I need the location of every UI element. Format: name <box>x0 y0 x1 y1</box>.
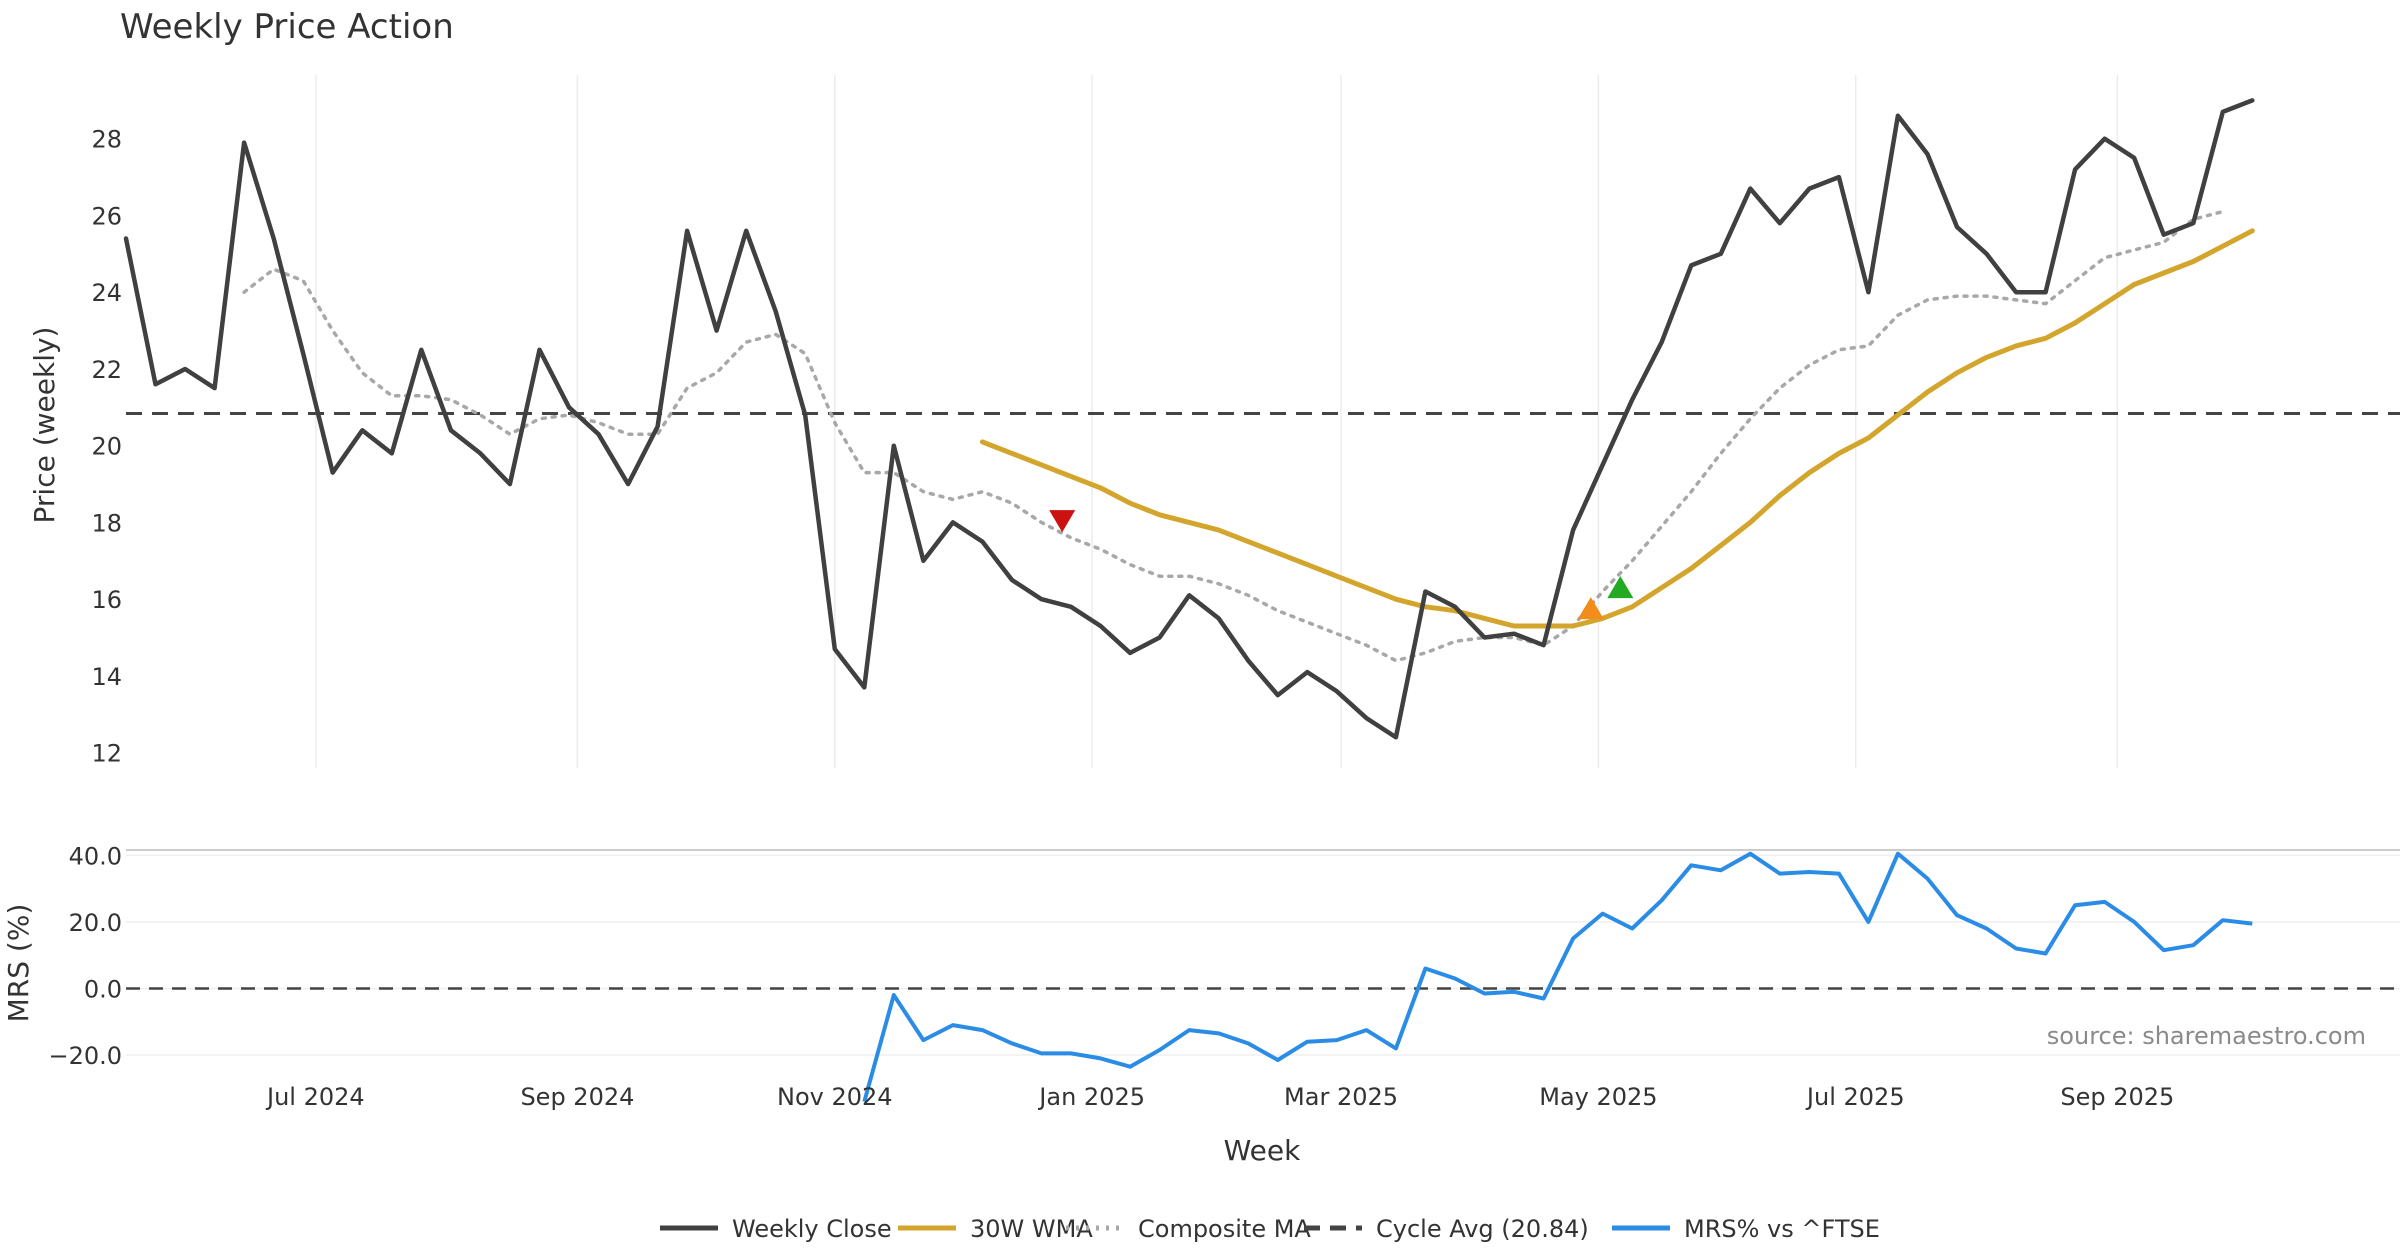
legend-label: Cycle Avg (20.84) <box>1376 1215 1589 1243</box>
x-tick-label: Sep 2024 <box>520 1083 634 1111</box>
price-axis-label: Price (weekly) <box>28 327 61 524</box>
30w-wma-series <box>979 228 2255 629</box>
x-tick-label: Jan 2025 <box>1037 1083 1145 1111</box>
source-note: source: sharemaestro.com <box>2047 1022 2366 1050</box>
mrs-series <box>862 851 2253 1103</box>
mrs-tick-label: 0.0 <box>84 975 122 1003</box>
price-tick-label: 12 <box>91 740 122 768</box>
price-tick-label: 24 <box>91 279 122 307</box>
mrs-tick-label: 20.0 <box>69 909 122 937</box>
price-tick-label: 22 <box>91 356 122 384</box>
price-tick-label: 26 <box>91 202 122 230</box>
price-tick-label: 16 <box>91 586 122 614</box>
legend-label: 30W WMA <box>970 1215 1093 1243</box>
mrs-tick-label: −20.0 <box>48 1042 122 1070</box>
x-tick-label: Jul 2024 <box>265 1083 365 1111</box>
buy-signal-marker <box>1577 597 1604 620</box>
x-tick-label: May 2025 <box>1539 1083 1657 1111</box>
buy-signal-marker <box>1607 575 1634 599</box>
sell-signal-marker <box>1049 510 1076 533</box>
chart-title: Weekly Price Action <box>120 7 454 47</box>
composite-ma-series <box>242 209 2225 663</box>
x-tick-label: Jul 2025 <box>1805 1083 1905 1111</box>
legend-label: Weekly Close <box>732 1215 892 1243</box>
x-tick-label: Nov 2024 <box>777 1083 893 1111</box>
weekly-close-series <box>123 98 2255 740</box>
legend-label: MRS% vs ^FTSE <box>1684 1215 1880 1243</box>
price-tick-label: 14 <box>91 663 122 691</box>
x-tick-label: Mar 2025 <box>1284 1083 1398 1111</box>
x-axis-label: Week <box>1224 1134 1301 1167</box>
x-tick-label: Sep 2025 <box>2060 1083 2174 1111</box>
mrs-axis-label: MRS (%) <box>2 904 35 1023</box>
legend-label: Composite MA <box>1138 1215 1311 1243</box>
price-tick-label: 18 <box>91 509 122 537</box>
mrs-tick-label: 40.0 <box>69 842 122 870</box>
price-tick-label: 20 <box>91 433 122 461</box>
price-tick-label: 28 <box>91 126 122 154</box>
